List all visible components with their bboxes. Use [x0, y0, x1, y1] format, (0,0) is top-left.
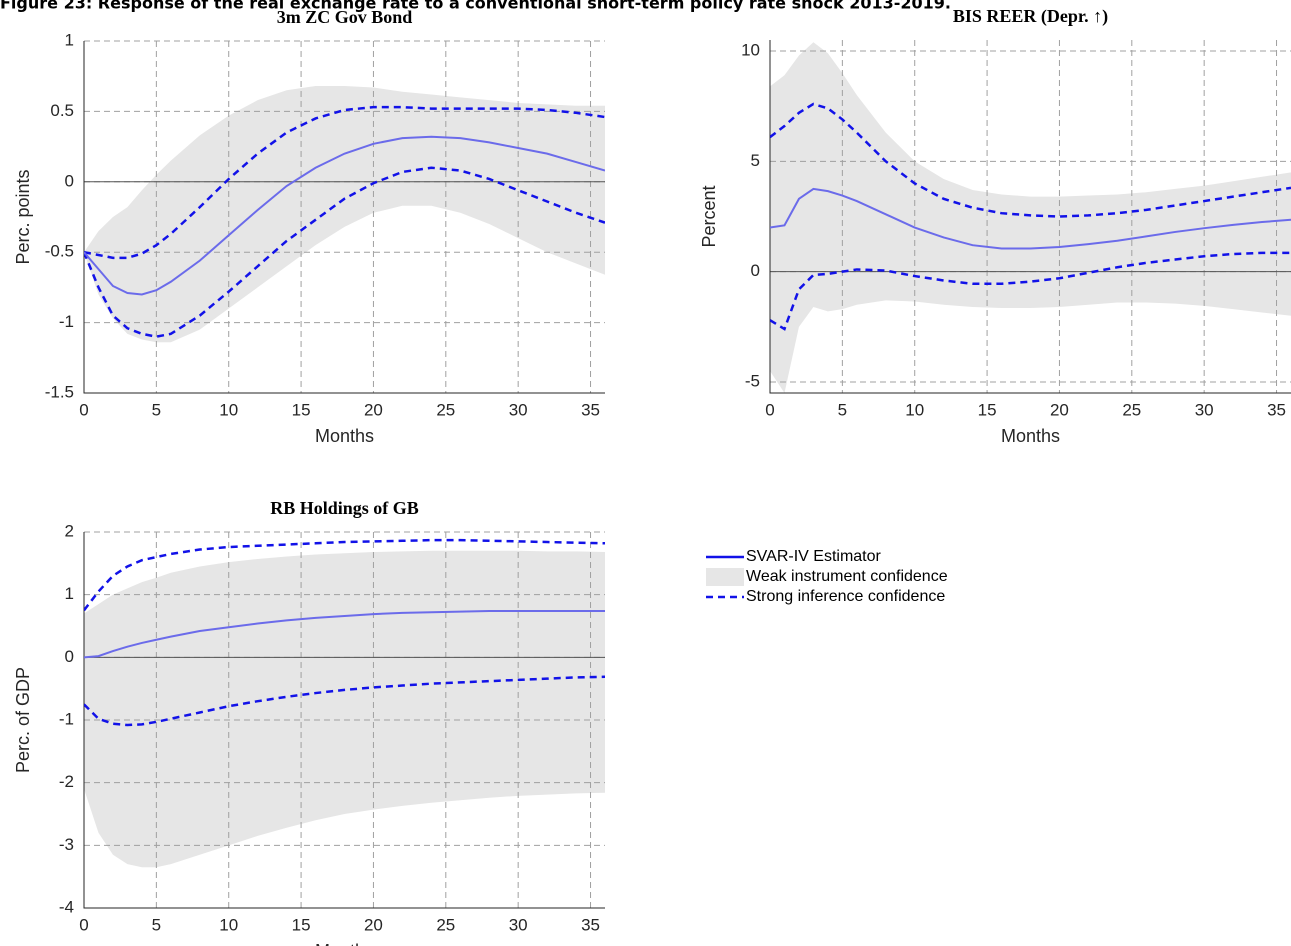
estimate-line: [84, 609, 605, 659]
x-tick-label: 35: [581, 400, 600, 419]
x-tick-label: 35: [1267, 400, 1286, 419]
axes: [769, 40, 1291, 394]
x-tick-label: 10: [905, 400, 924, 419]
x-tick-label: 5: [152, 915, 161, 934]
x-tick-label: 20: [364, 400, 383, 419]
x-tick-label: 15: [292, 400, 311, 419]
estimate-line: [84, 135, 605, 296]
y-axis-label: Perc. points: [13, 169, 33, 264]
y-tick-label: -4: [59, 897, 74, 916]
chart-title: 3m ZC Gov Bond: [277, 7, 413, 27]
x-axis-label: Months: [315, 426, 374, 446]
confidence-band: [770, 42, 1291, 393]
x-tick-label: 30: [509, 400, 528, 419]
y-tick-label: -0.5: [45, 242, 74, 261]
strong-upper: [770, 102, 1291, 218]
y-axis-label: Perc. of GDP: [13, 667, 33, 773]
x-tick-label: 15: [978, 400, 997, 419]
confidence-band: [84, 550, 605, 868]
legend-swatch: [706, 568, 744, 586]
x-tick-label: 20: [364, 915, 383, 934]
x-axis-label: Months: [315, 941, 374, 946]
x-tick-label: 25: [436, 400, 455, 419]
x-tick-label: 30: [509, 915, 528, 934]
figure-title: Figure 23: Response of the real exchange…: [0, 0, 951, 13]
y-tick-label: 0: [751, 261, 760, 280]
y-tick-label: 2: [65, 521, 74, 540]
estimate-line: [770, 187, 1291, 250]
legend-label: SVAR-IV Estimator: [746, 548, 882, 565]
confidence-band: [84, 86, 605, 343]
y-tick-label: 1: [65, 30, 74, 49]
y-tick-label: -2: [59, 772, 74, 791]
x-tick-label: 0: [79, 915, 88, 934]
x-tick-label: 5: [838, 400, 847, 419]
x-tick-label: 10: [219, 915, 238, 934]
x-tick-label: 35: [581, 915, 600, 934]
y-tick-label: -3: [59, 835, 74, 854]
y-tick-label: -1.5: [45, 382, 74, 401]
y-axis-label: Percent: [699, 185, 719, 247]
axes: [83, 41, 605, 394]
y-tick-label: 5: [751, 151, 760, 170]
x-tick-label: 25: [1122, 400, 1141, 419]
strong-upper: [84, 105, 605, 260]
x-tick-label: 10: [219, 400, 238, 419]
chart-title: BIS REER (Depr. ↑): [953, 6, 1108, 27]
chart-title: RB Holdings of GB: [270, 498, 419, 518]
y-tick-label: -1: [59, 709, 74, 728]
y-tick-label: 0: [65, 171, 74, 190]
x-tick-label: 25: [436, 915, 455, 934]
x-tick-label: 0: [765, 400, 774, 419]
y-tick-label: 0.5: [50, 101, 74, 120]
y-tick-label: 10: [741, 41, 760, 60]
y-tick-label: -5: [745, 371, 760, 390]
x-axis-label: Months: [1001, 426, 1060, 446]
x-tick-label: 5: [152, 400, 161, 419]
y-tick-label: 0: [65, 647, 74, 666]
strong-lower: [84, 166, 605, 338]
y-tick-label: -1: [59, 312, 74, 331]
x-tick-label: 15: [292, 915, 311, 934]
y-tick-label: 1: [65, 584, 74, 603]
x-tick-label: 30: [1195, 400, 1214, 419]
legend-label: Strong inference confidence: [746, 588, 945, 605]
x-tick-label: 20: [1050, 400, 1069, 419]
legend-label: Weak instrument confidence: [746, 568, 948, 585]
x-tick-label: 0: [79, 400, 88, 419]
strong-lower: [770, 251, 1291, 331]
